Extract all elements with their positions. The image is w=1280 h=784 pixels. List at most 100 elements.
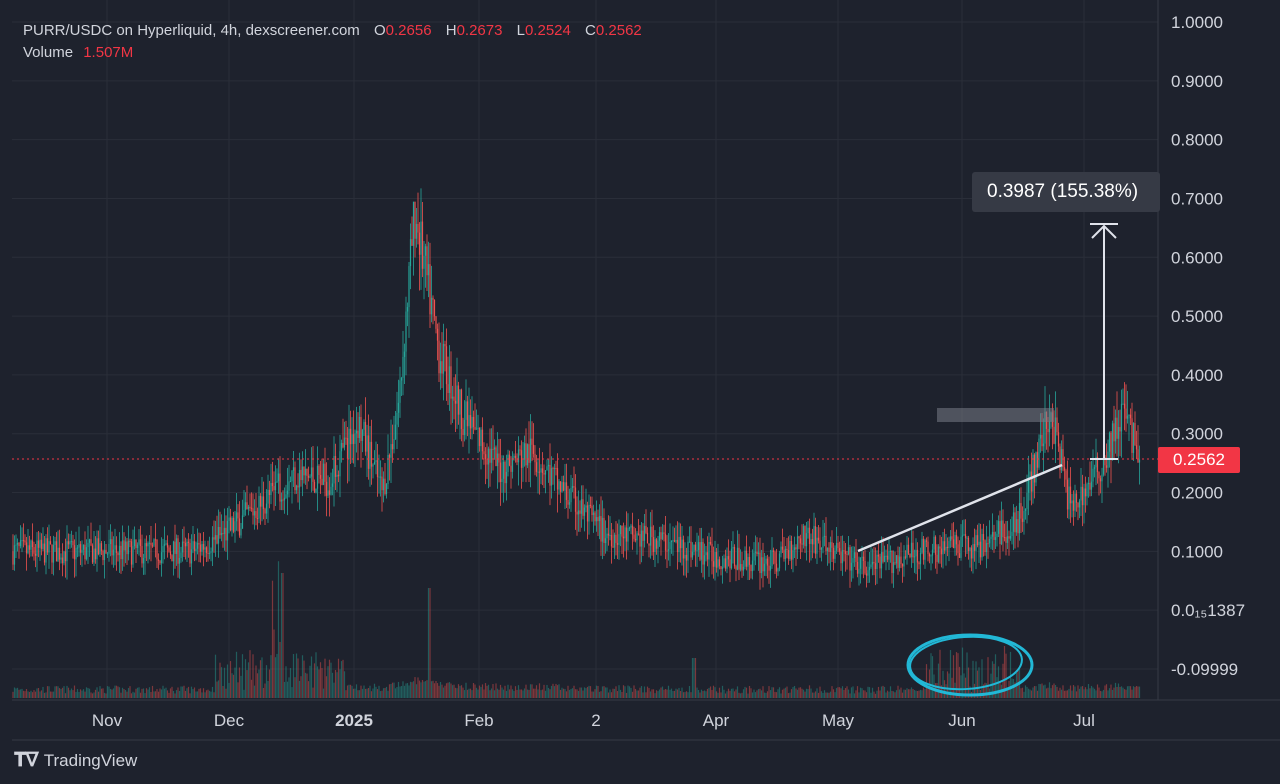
volume-highlight-circle[interactable] [906, 633, 1034, 697]
candle-body [615, 534, 617, 544]
volume-bar [394, 688, 397, 698]
volume-bar [510, 685, 512, 698]
candle-body [457, 385, 460, 415]
candle-body [327, 490, 329, 496]
candle-body [222, 533, 224, 535]
volume-bar [574, 689, 577, 698]
measure-arrow[interactable] [1090, 223, 1118, 460]
volume-bar [1039, 684, 1042, 698]
candle-body [747, 556, 749, 567]
volume-bar [1128, 686, 1130, 698]
trendline[interactable] [857, 463, 1063, 553]
volume-bar [250, 679, 253, 698]
volume-bar [73, 685, 76, 698]
resistance-zone[interactable] [937, 408, 1054, 422]
volume-bar [442, 687, 445, 698]
volume-bar [885, 692, 887, 698]
candle-body [631, 525, 634, 535]
volume-bar [951, 677, 953, 698]
candle-body [391, 444, 394, 450]
candle-body [984, 540, 986, 553]
volume-bar [1078, 688, 1081, 698]
volume-bar [678, 687, 680, 698]
volume-bar [865, 692, 868, 698]
candle-body [1068, 486, 1070, 510]
candle-body [870, 564, 872, 567]
candle-body [430, 297, 433, 315]
candle-body [859, 557, 862, 569]
volume-bar [877, 686, 880, 698]
price-axis[interactable]: 1.00000.90000.80000.70000.60000.50000.40… [1171, 13, 1245, 679]
candle-body [745, 550, 748, 567]
candle-body [84, 544, 86, 560]
volume-bar [429, 588, 431, 698]
candle-body [828, 547, 830, 552]
volume-bar [445, 683, 448, 698]
tradingview-brand[interactable]: 𝐓∇ TradingView [14, 750, 137, 772]
candle-body [594, 512, 596, 522]
volume-bar [759, 688, 761, 698]
candle-body [445, 346, 448, 385]
volume-bar [99, 686, 101, 698]
candle-body [1122, 403, 1124, 405]
candle-body [709, 542, 712, 544]
volume-bar [1026, 686, 1028, 698]
volume-bar [51, 691, 53, 698]
volume-bar [526, 689, 529, 698]
candle-body [537, 471, 539, 473]
volume-bar [145, 688, 148, 698]
volume-bar [307, 681, 310, 698]
volume-bar [207, 689, 209, 698]
volume-bar [883, 686, 886, 698]
candle-body [535, 462, 538, 472]
candle-body [397, 402, 400, 413]
candle-body [849, 547, 851, 571]
volume-bar [787, 693, 790, 698]
volume-bar [216, 681, 218, 698]
volume-bar [625, 692, 628, 698]
candle-body [187, 541, 190, 543]
candle-body [753, 552, 755, 561]
volume-bar [93, 692, 95, 698]
volume-bar [784, 687, 787, 698]
volume-bar [637, 690, 640, 698]
volume-bar [514, 686, 517, 698]
volume-bar [727, 688, 730, 698]
candle-body [798, 536, 800, 539]
volume-bar [183, 685, 185, 698]
low-value: 0.2524 [524, 22, 571, 39]
volume-bar [798, 687, 800, 698]
volume-bar [120, 692, 122, 698]
candle-body [337, 474, 340, 477]
candle-body [769, 566, 772, 571]
candle-body [880, 552, 883, 569]
volume-bar [234, 667, 236, 698]
candle-body [28, 545, 31, 550]
candle-body [804, 526, 806, 547]
candle-body [27, 545, 29, 554]
candle-body [390, 444, 392, 458]
candle-body [1021, 518, 1024, 522]
volume-bar [1047, 687, 1049, 698]
candle-body [301, 466, 304, 481]
candle-body [402, 356, 404, 378]
volume-bar [277, 561, 280, 698]
volume-bar [1116, 686, 1118, 698]
candle-body [1086, 484, 1088, 497]
candle-body [276, 481, 278, 483]
candle-body [444, 343, 446, 347]
volume-highlight-circle-inner [909, 635, 1023, 691]
candle-body [499, 462, 502, 483]
time-axis[interactable]: Nov Dec 2025 Feb 2 Apr May Jun Jul [92, 711, 1095, 730]
candle-body [219, 527, 221, 536]
volume-bar [169, 688, 172, 698]
candle-body [826, 547, 829, 552]
candle-body [79, 544, 82, 553]
volume-bar [688, 686, 691, 698]
candle-body [561, 482, 563, 492]
tradingview-logo-icon: 𝐓∇ [14, 750, 39, 771]
candle-body [213, 537, 215, 540]
candle-body [352, 434, 355, 444]
candle-body [175, 538, 178, 554]
